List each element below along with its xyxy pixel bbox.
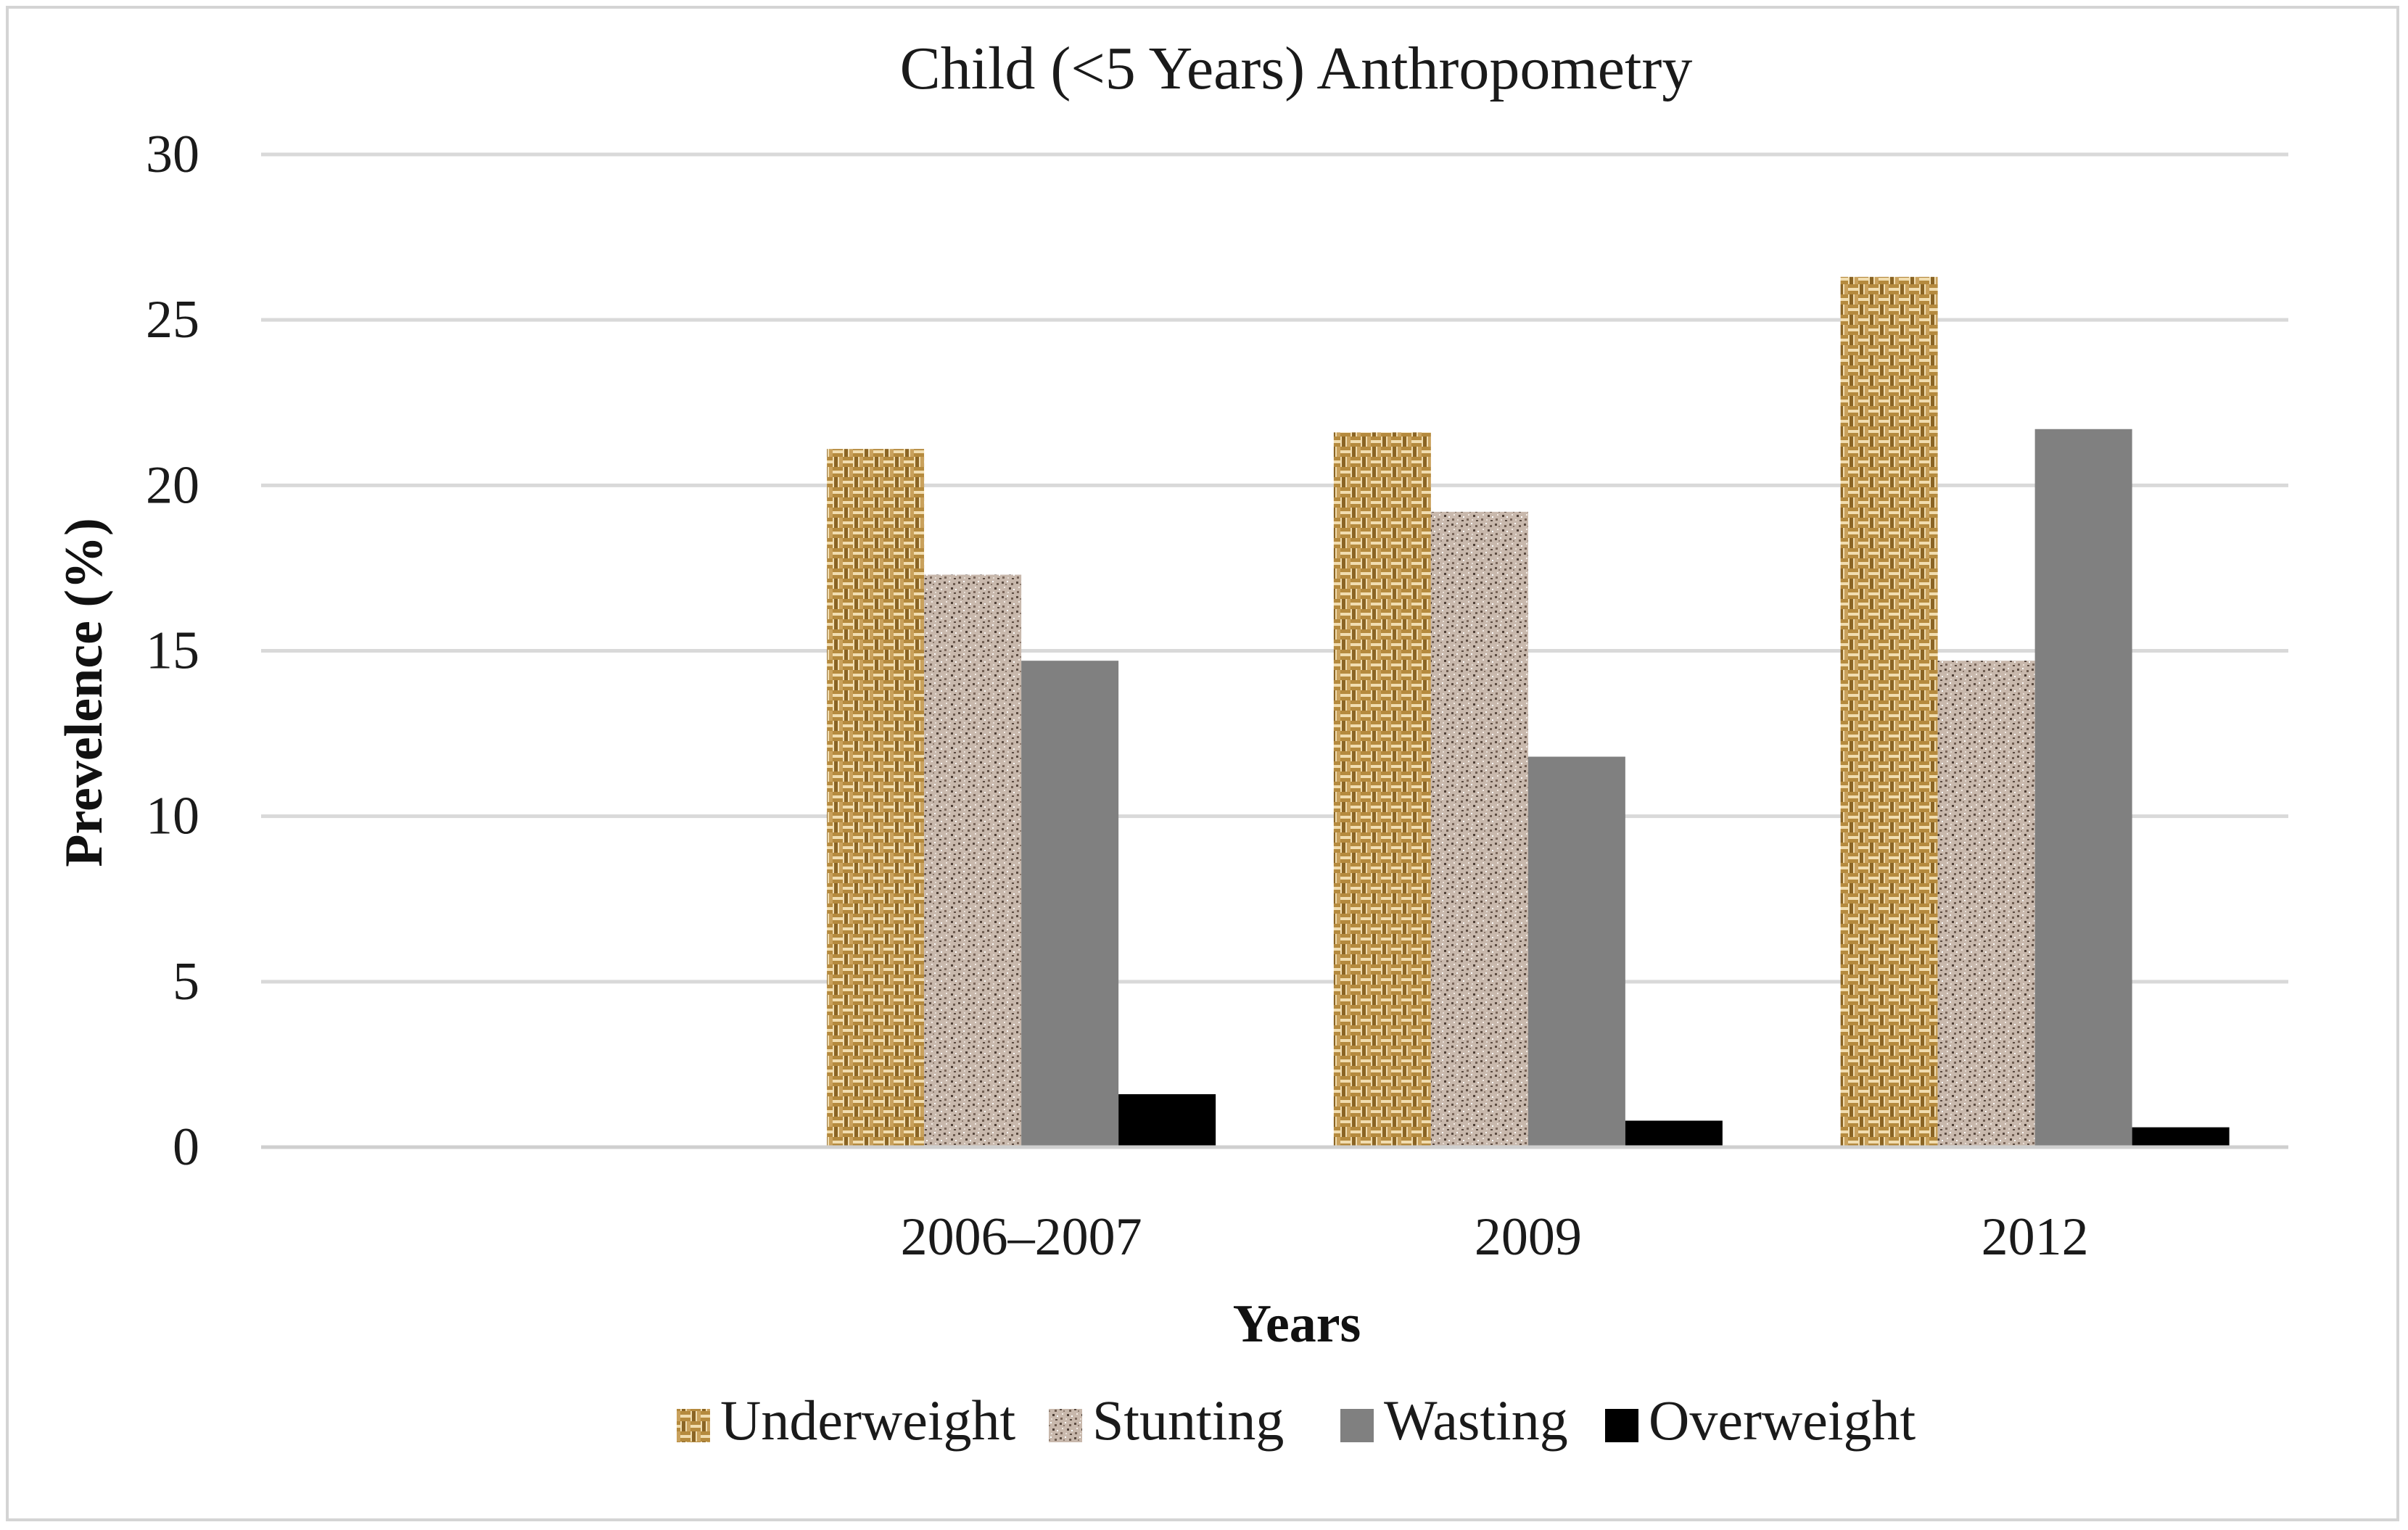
y-tick-label: 20	[146, 455, 199, 515]
bar-overweight-2012	[2132, 1127, 2230, 1147]
legend-swatch	[1340, 1409, 1374, 1442]
y-tick-labels: 0 5 10 15 20 25 30	[146, 125, 199, 1177]
x-axis-label: Years	[1233, 1294, 1361, 1354]
legend-item-underweight: Underweight	[677, 1389, 1016, 1452]
bars	[827, 276, 2230, 1148]
bar-stunting-2012	[1937, 661, 2035, 1147]
y-tick-label: 5	[173, 952, 199, 1012]
bar-wasting-2009	[1527, 756, 1625, 1147]
bar-overweight-2009	[1625, 1120, 1723, 1147]
y-tick-label: 25	[146, 290, 199, 350]
legend-swatch	[677, 1409, 710, 1442]
legend-swatch	[1605, 1409, 1638, 1442]
legend-label: Stunting	[1092, 1389, 1284, 1452]
chart-title: Child (<5 Years) Anthropometry	[900, 35, 1693, 102]
x-tick-labels: 2006–2007 2009 2012	[901, 1207, 2089, 1267]
legend-item-overweight: Overweight	[1605, 1389, 1916, 1452]
x-tick-label: 2009	[1475, 1207, 1582, 1267]
y-tick-label: 15	[146, 621, 199, 681]
y-tick-label: 0	[173, 1117, 199, 1177]
y-axis-label: Prevelence (%)	[54, 518, 114, 867]
bar-wasting-2006–2007	[1021, 661, 1119, 1147]
x-tick-label: 2006–2007	[901, 1207, 1142, 1267]
x-tick-label: 2012	[1982, 1207, 2089, 1267]
legend-item-wasting: Wasting	[1340, 1389, 1568, 1452]
bar-underweight-2006–2007	[827, 449, 925, 1147]
y-tick-label: 30	[146, 125, 199, 184]
bar-overweight-2006–2007	[1118, 1093, 1216, 1147]
legend-label: Wasting	[1384, 1389, 1568, 1452]
legend-label: Underweight	[720, 1389, 1016, 1452]
legend-swatch	[1049, 1409, 1082, 1442]
legend: Underweight Stunting Wasting Overweight	[677, 1389, 1916, 1452]
y-tick-label: 10	[146, 787, 199, 846]
bar-stunting-2009	[1430, 511, 1528, 1147]
bar-underweight-2009	[1333, 432, 1431, 1147]
legend-item-stunting: Stunting	[1049, 1389, 1284, 1452]
legend-label: Overweight	[1649, 1389, 1916, 1452]
bar-stunting-2006–2007	[924, 574, 1022, 1147]
bar-wasting-2012	[2034, 429, 2132, 1147]
bar-underweight-2012	[1840, 276, 1938, 1148]
